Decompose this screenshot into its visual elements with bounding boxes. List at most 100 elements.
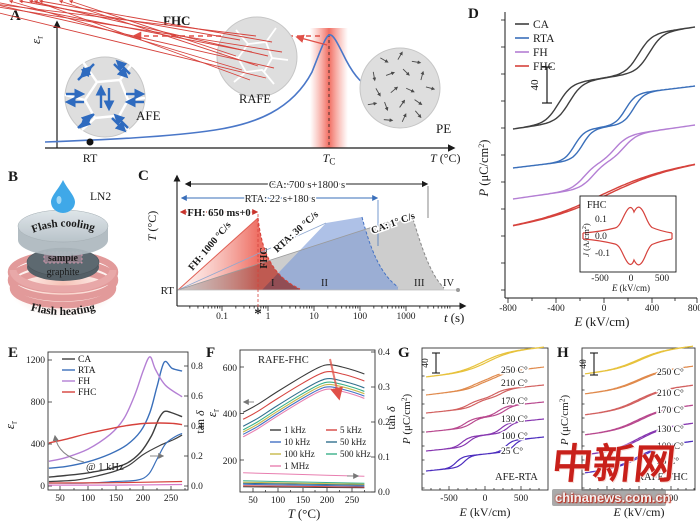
x-axis-label: T (°C) [430, 151, 460, 165]
y2-axis-label: tan δ [193, 410, 207, 434]
inset-current-loop: FHC J (A/cm2) 0.1 0.0 -0.1 -500 0 500 E(… [579, 195, 677, 293]
rt-label: RT [83, 151, 98, 165]
panel-d-pe-loops: D CA RTA FH FHC 40 P (μC/cm2) FHC J (A/c… [468, 6, 700, 329]
curve-100 kHz-tan [243, 481, 365, 485]
y-axis-label: εr [204, 409, 221, 417]
left-axis-pointer-arrow [52, 434, 85, 463]
sample-title: RAFE-FHC [258, 355, 309, 366]
pe-loop-170 C° [584, 384, 694, 416]
legend-label-5khz: 5 kHz [340, 425, 362, 435]
rta-ramp-edge [177, 222, 327, 291]
afe-label: AFE [136, 108, 161, 123]
x-axis-label: E (kV/cm) [574, 314, 630, 329]
coil-front-arc [9, 269, 117, 293]
x-tick: 200 [136, 494, 151, 504]
temp-label: 130 C° [501, 414, 528, 425]
legend-label-fh: FH [533, 47, 548, 59]
y2-tick: 0.8 [191, 362, 203, 372]
x-tick: 0 [483, 494, 488, 504]
peak-to-rafe-arrow [295, 34, 328, 46]
dipole-arrow [113, 113, 129, 129]
inset-y-tick: -0.1 [595, 249, 610, 259]
dipole-arrow [8, 0, 243, 71]
curve-RTA [48, 360, 183, 469]
afe-domain-circle [64, 56, 146, 138]
temp-label: 100 C° [501, 431, 528, 442]
axis-ticks [240, 351, 375, 493]
tc-label: TC [323, 151, 336, 167]
x-tick: 10 [309, 312, 319, 322]
y-tick: 800 [31, 398, 46, 408]
pe-hysteresis-curves [425, 346, 545, 472]
curve-10 kHz-tan [243, 483, 365, 487]
domain-walls [221, 27, 289, 85]
pe-loop-RTA [512, 85, 696, 169]
x-tick: 500 [664, 494, 679, 504]
legend-label-ca: CA [78, 355, 91, 365]
panel-h-tag: H [557, 345, 569, 361]
curve-FH [48, 356, 183, 462]
temperature-labels: 250 C° 210 C° 170 C° 130 C° 100 C° 25 C° [500, 364, 530, 459]
temp-label: 250 C° [657, 367, 684, 378]
curve-50 kHz [242, 378, 365, 427]
inset-y-tick: 0.0 [595, 232, 607, 242]
curve-1 kHz [242, 364, 365, 413]
droplet-highlight [56, 196, 62, 204]
curve-500 kHz-tan [243, 480, 365, 484]
dipole-arrow [383, 118, 394, 123]
stage-2: II [321, 278, 328, 289]
ln2-droplet-icon [51, 180, 75, 213]
curve-500 kHz [242, 381, 365, 431]
pe-domain-circle [359, 47, 441, 129]
x-axis-label: t (s) [444, 310, 464, 325]
ca-cooling-edge [412, 218, 445, 289]
loss-curves [48, 432, 183, 486]
dipole-arrow [79, 113, 95, 129]
pe-loop-210 C° [425, 366, 545, 396]
frequency-trend-arrow [329, 358, 343, 401]
dipole-arrow [399, 99, 406, 108]
pe-loop-100 C° [584, 422, 694, 456]
stage-3: III [414, 278, 425, 289]
pe-loop-130 C° [425, 401, 545, 433]
y2-tick: 0.6 [191, 392, 203, 402]
y-axis-label: εr [2, 421, 19, 429]
rt-marker-dot [86, 138, 94, 146]
dipole-arrow [375, 88, 381, 97]
curve-10 kHz [242, 386, 365, 435]
panel-a-phase-schematic: A εr FHC AFE RAFE PE RT TC T (°C) [0, 0, 460, 167]
x-tick: 100 [81, 494, 96, 504]
fh-duration-label: FH: 650 ms+0 [187, 208, 250, 219]
cooling-disk [17, 209, 109, 256]
rta-duration-label: RTA: 22 s+180 s [245, 194, 316, 205]
pe-label: PE [436, 121, 451, 136]
x-tick: 200 [320, 496, 335, 506]
pe-loop-170 C° [425, 384, 545, 414]
inset-x-tick: -500 [591, 274, 609, 284]
dipole-arrow [390, 86, 399, 94]
x-tick: 150 [109, 494, 124, 504]
pe-loop-25 C° [425, 436, 545, 472]
flash-cool-marker: * [254, 306, 262, 322]
fhc-label: FHC [259, 247, 270, 268]
legend: 1 kHz 5 kHz 10 kHz 50 kHz 100 kHz 500 kH… [270, 425, 371, 471]
temperature-labels: 250 C° 210 C° 170 C° 130 C° 100 C° 25 C° [656, 366, 686, 469]
temp-label: 100 C° [657, 441, 684, 452]
x-tick: 100 [271, 496, 286, 506]
legend-label-fhc: FHC [78, 388, 96, 398]
curve-1 MHz-tan [243, 472, 365, 477]
panel-f-tag: F [206, 345, 215, 361]
inset-x-tick: 500 [655, 274, 670, 284]
permittivity-curve [44, 34, 372, 143]
current-butterfly-curve [582, 206, 673, 266]
legend-label-ca: CA [533, 19, 550, 31]
scale-bar-value: 40 [529, 79, 541, 91]
watermark-site-url: chinanews.com.cn [552, 489, 671, 507]
inset-x-tick: 0 [629, 274, 634, 284]
curve-FHC [48, 422, 183, 444]
curve-CA [48, 434, 183, 483]
inset-title: FHC [587, 200, 607, 211]
y2-tick: 0.0 [378, 488, 390, 498]
dipole-arrow [411, 60, 422, 65]
dipole-arrow [372, 71, 377, 82]
